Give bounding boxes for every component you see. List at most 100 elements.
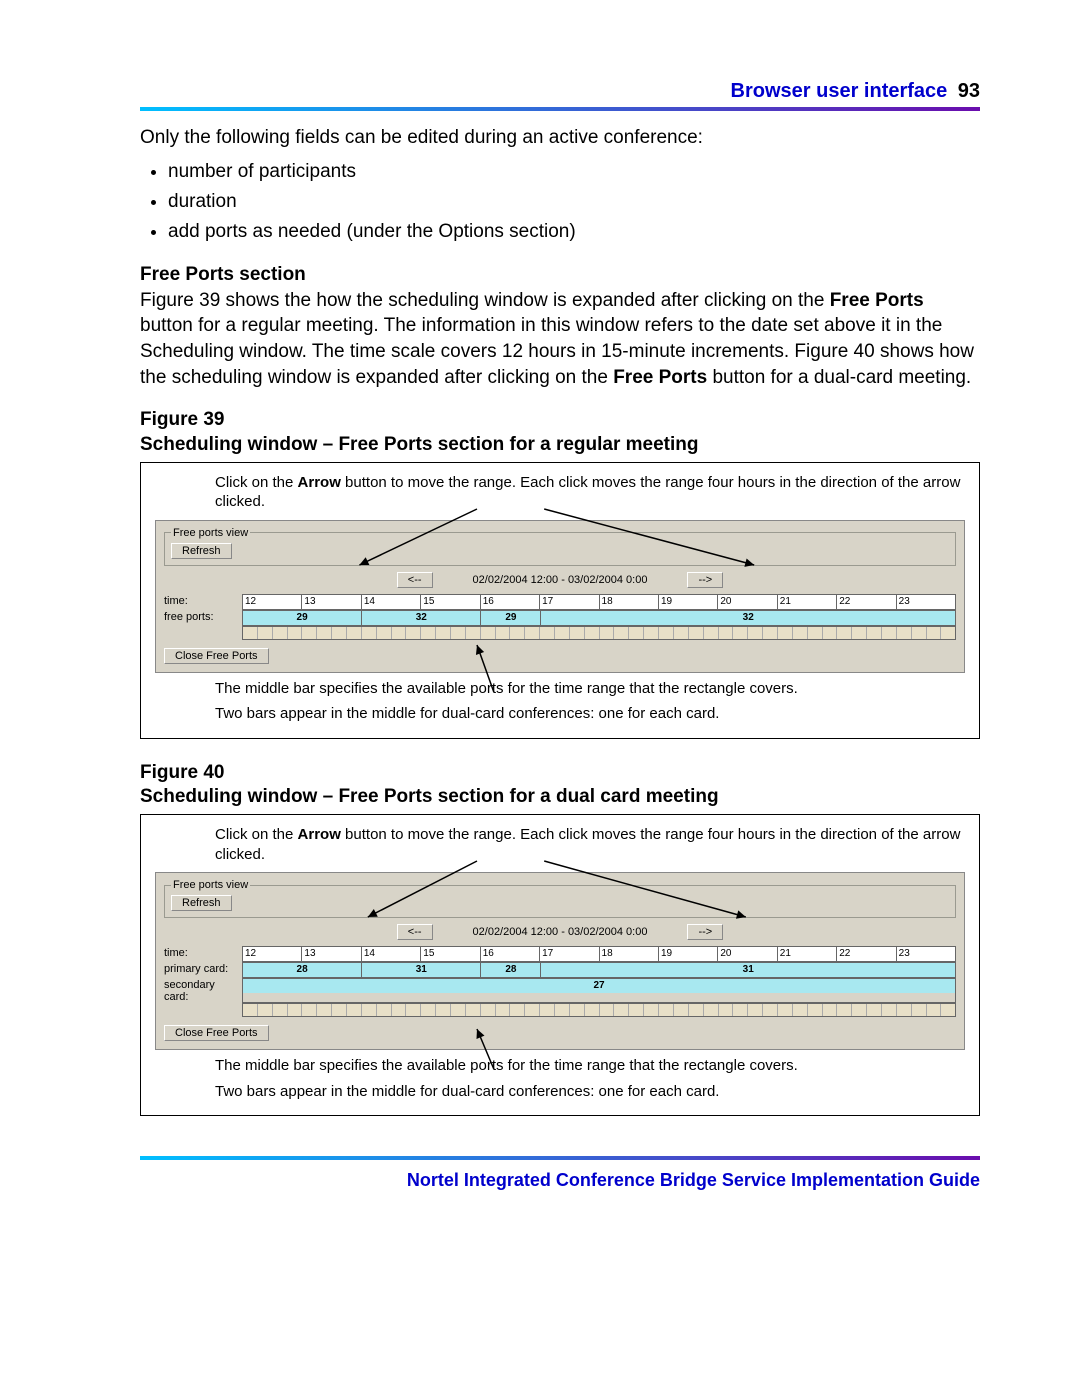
tick-cell xyxy=(555,627,570,639)
tick-cell xyxy=(808,1004,823,1016)
time-cell: 19 xyxy=(659,947,718,961)
refresh-button[interactable]: Refresh xyxy=(171,895,232,911)
tick-cell xyxy=(302,1004,317,1016)
tick-cell xyxy=(689,1004,704,1016)
tick-cell xyxy=(510,1004,525,1016)
footer-title: Nortel Integrated Conference Bridge Serv… xyxy=(140,1170,980,1191)
free-ports-legend: Free ports view xyxy=(171,527,250,539)
range-right-button[interactable]: --> xyxy=(687,572,723,588)
free-ports-legend: Free ports view xyxy=(171,879,250,891)
time-cell: 18 xyxy=(600,947,659,961)
section-paragraph: Figure 39 shows the how the scheduling w… xyxy=(140,288,980,391)
time-cell: 12 xyxy=(243,595,302,609)
footer-rule xyxy=(140,1156,980,1160)
close-free-ports-button[interactable]: Close Free Ports xyxy=(164,648,269,664)
free-ports-label: free ports: xyxy=(164,610,242,626)
tick-cell xyxy=(704,1004,719,1016)
time-label: time: xyxy=(164,946,242,962)
figure40-box: Click on the Arrow button to move the ra… xyxy=(140,814,980,1116)
time-cell: 23 xyxy=(897,947,955,961)
intro-line: Only the following fields can be edited … xyxy=(140,125,980,151)
tick-cell xyxy=(793,627,808,639)
range-left-button[interactable]: <-- xyxy=(397,572,433,588)
figure40-caption-2: Two bars appear in the middle for dual-c… xyxy=(215,1082,965,1102)
refresh-button[interactable]: Refresh xyxy=(171,543,232,559)
tick-cell xyxy=(614,1004,629,1016)
tick-cell xyxy=(867,1004,882,1016)
tick-cell xyxy=(733,1004,748,1016)
figure40-label: Figure 40 Scheduling window – Free Ports… xyxy=(140,761,980,810)
time-cell: 15 xyxy=(421,595,480,609)
primary-card-bar: 28312831 xyxy=(242,962,956,978)
tick-cell xyxy=(763,627,778,639)
time-cell: 18 xyxy=(600,595,659,609)
tick-cell xyxy=(525,627,540,639)
tick-cell xyxy=(852,627,867,639)
tick-cell xyxy=(912,1004,927,1016)
time-cell: 17 xyxy=(540,947,599,961)
free-ports-fieldset: Free ports view Refresh xyxy=(164,879,956,918)
list-item: number of participants xyxy=(168,157,980,187)
tick-cell xyxy=(451,627,466,639)
tick-cell xyxy=(406,627,421,639)
tick-cell xyxy=(793,1004,808,1016)
primary-card-label: primary card: xyxy=(164,962,242,978)
tick-cell xyxy=(555,1004,570,1016)
figure39-box: Click on the Arrow button to move the ra… xyxy=(140,462,980,739)
tick-cell xyxy=(243,627,258,639)
tick-cell xyxy=(570,627,585,639)
tick-cell xyxy=(273,627,288,639)
tick-cell xyxy=(496,627,511,639)
tick-cell xyxy=(332,627,347,639)
tick-cell xyxy=(362,1004,377,1016)
secondary-card-row: secondary card: 27 xyxy=(164,978,956,1003)
tick-cell xyxy=(392,1004,407,1016)
range-left-button[interactable]: <-- xyxy=(397,924,433,940)
tick-cell xyxy=(823,627,838,639)
tick-cell xyxy=(748,627,763,639)
time-cell: 21 xyxy=(778,947,837,961)
tick-cell xyxy=(912,627,927,639)
port-segment: 27 xyxy=(243,979,955,993)
port-segment: 29 xyxy=(481,611,541,625)
free-ports-bar: 29322932 xyxy=(242,610,956,626)
tick-cell xyxy=(585,627,600,639)
port-segment: 32 xyxy=(541,611,955,625)
tick-cell xyxy=(421,1004,436,1016)
tick-cell xyxy=(689,627,704,639)
primary-card-row: primary card: 28312831 xyxy=(164,962,956,978)
tick-cell xyxy=(377,1004,392,1016)
figure39-label: Figure 39 Scheduling window – Free Ports… xyxy=(140,408,980,457)
secondary-card-label: secondary card: xyxy=(164,978,242,1003)
tick-cell xyxy=(659,627,674,639)
tick-cell xyxy=(823,1004,838,1016)
tick-cell xyxy=(941,1004,955,1016)
tick-cell xyxy=(778,627,793,639)
time-cell: 13 xyxy=(302,947,361,961)
header-title: Browser user interface xyxy=(731,80,948,102)
tick-cell xyxy=(451,1004,466,1016)
range-right-button[interactable]: --> xyxy=(687,924,723,940)
close-free-ports-button[interactable]: Close Free Ports xyxy=(164,1025,269,1041)
tick-cell xyxy=(510,627,525,639)
time-cell: 14 xyxy=(362,595,421,609)
tick-cell xyxy=(733,627,748,639)
tick-cell xyxy=(288,627,303,639)
tick-cell xyxy=(719,1004,734,1016)
tick-cell xyxy=(614,627,629,639)
range-text: 02/02/2004 12:00 - 03/02/2004 0:00 xyxy=(473,926,648,938)
tick-cell xyxy=(481,1004,496,1016)
tick-cell xyxy=(436,1004,451,1016)
tick-cell xyxy=(481,627,496,639)
tick-cell xyxy=(466,627,481,639)
nav-row: <-- 02/02/2004 12:00 - 03/02/2004 0:00 -… xyxy=(164,924,956,940)
tick-cell xyxy=(243,1004,258,1016)
tick-cell xyxy=(674,627,689,639)
tick-cell xyxy=(421,627,436,639)
tick-cell xyxy=(317,627,332,639)
tick-cell xyxy=(570,1004,585,1016)
figure40-caption-1: The middle bar specifies the available p… xyxy=(215,1056,965,1076)
time-cell: 12 xyxy=(243,947,302,961)
tick-cell xyxy=(629,627,644,639)
list-item: duration xyxy=(168,187,980,217)
